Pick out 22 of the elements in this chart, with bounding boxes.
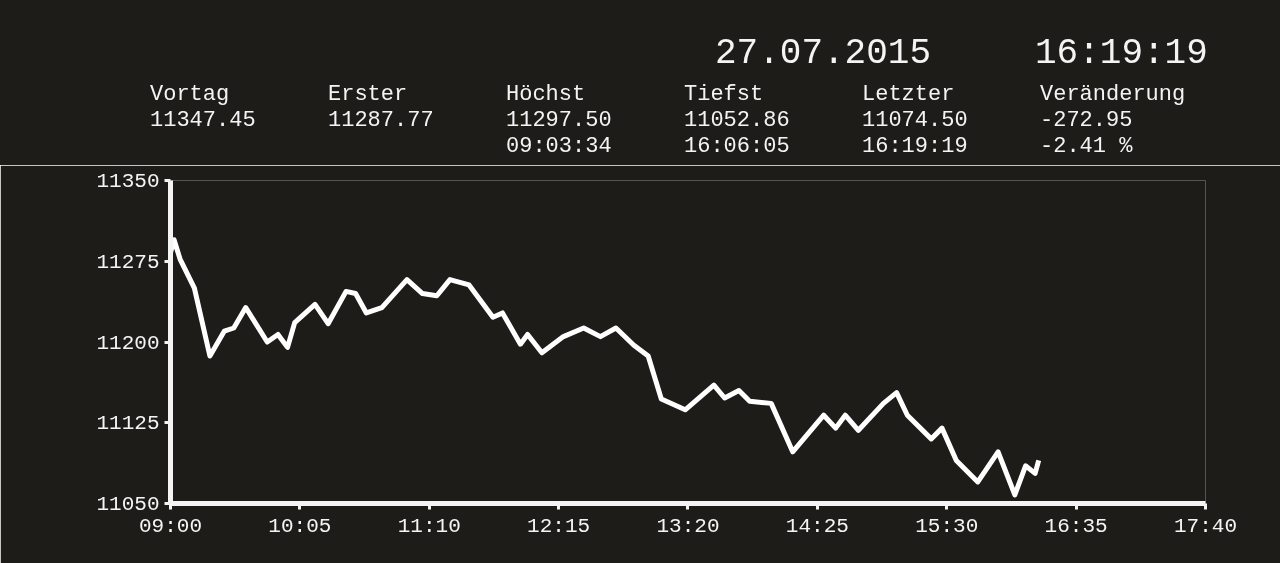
x-tick-label: 09:00 <box>138 514 203 538</box>
text: Tiefst 11052.86 16:06:05 <box>684 82 790 160</box>
y-tick-label: 11050 <box>96 493 160 516</box>
x-tick-label: 12:15 <box>527 514 591 538</box>
text: Letzter 11074.50 16:19:19 <box>862 82 968 160</box>
x-tick-label: 17:40 <box>1173 514 1238 538</box>
y-tick-label: 11350 <box>96 170 160 193</box>
x-tick-label: 14:25 <box>785 514 849 538</box>
y-tick-label: 11275 <box>96 250 160 274</box>
x-tick-label: 13:20 <box>656 514 720 538</box>
x-tick-label: 10:05 <box>268 514 332 538</box>
x-tick-label: 16:35 <box>1044 514 1108 538</box>
text: Erster 11287.77 <box>328 82 434 134</box>
chart-subtitle: 16:19:19 <box>1035 32 1208 76</box>
x-tick-label: 15:30 <box>915 514 979 538</box>
y-tick-label: 11200 <box>96 331 160 355</box>
x-tick-label: 11:10 <box>397 514 461 538</box>
y-tick-label: 11125 <box>96 412 160 436</box>
text: Vortag 11347.45 <box>150 82 256 134</box>
text: Höchst 11297.50 09:03:34 <box>506 82 612 160</box>
chart-title: 27.07.2015 <box>715 32 932 76</box>
text: Veränderung -272.95 -2.41 % <box>1040 82 1186 160</box>
